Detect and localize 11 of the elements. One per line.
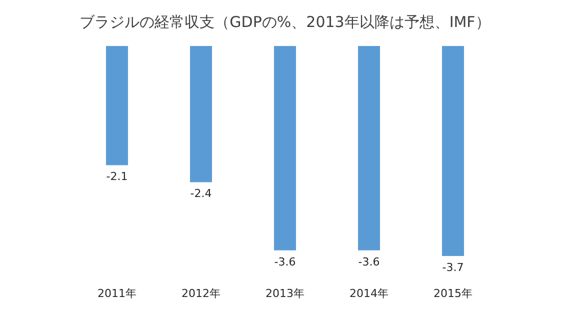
x-tick-label: 2015年 xyxy=(434,287,472,300)
x-tick-label: 2012年 xyxy=(182,287,220,300)
x-tick-label: 2013年 xyxy=(266,287,304,300)
data-label: -2.4 xyxy=(190,187,212,200)
data-label: -3.6 xyxy=(358,255,380,268)
data-label: -3.7 xyxy=(442,261,464,274)
x-tick-label: 2011年 xyxy=(98,287,136,300)
chart-title: ブラジルの経常収支（GDPの%、2013年以降は予想、IMF） xyxy=(80,13,490,31)
data-label: -2.1 xyxy=(106,170,128,184)
data-label: -3.6 xyxy=(274,255,296,268)
x-tick-label: 2014年 xyxy=(350,287,388,300)
